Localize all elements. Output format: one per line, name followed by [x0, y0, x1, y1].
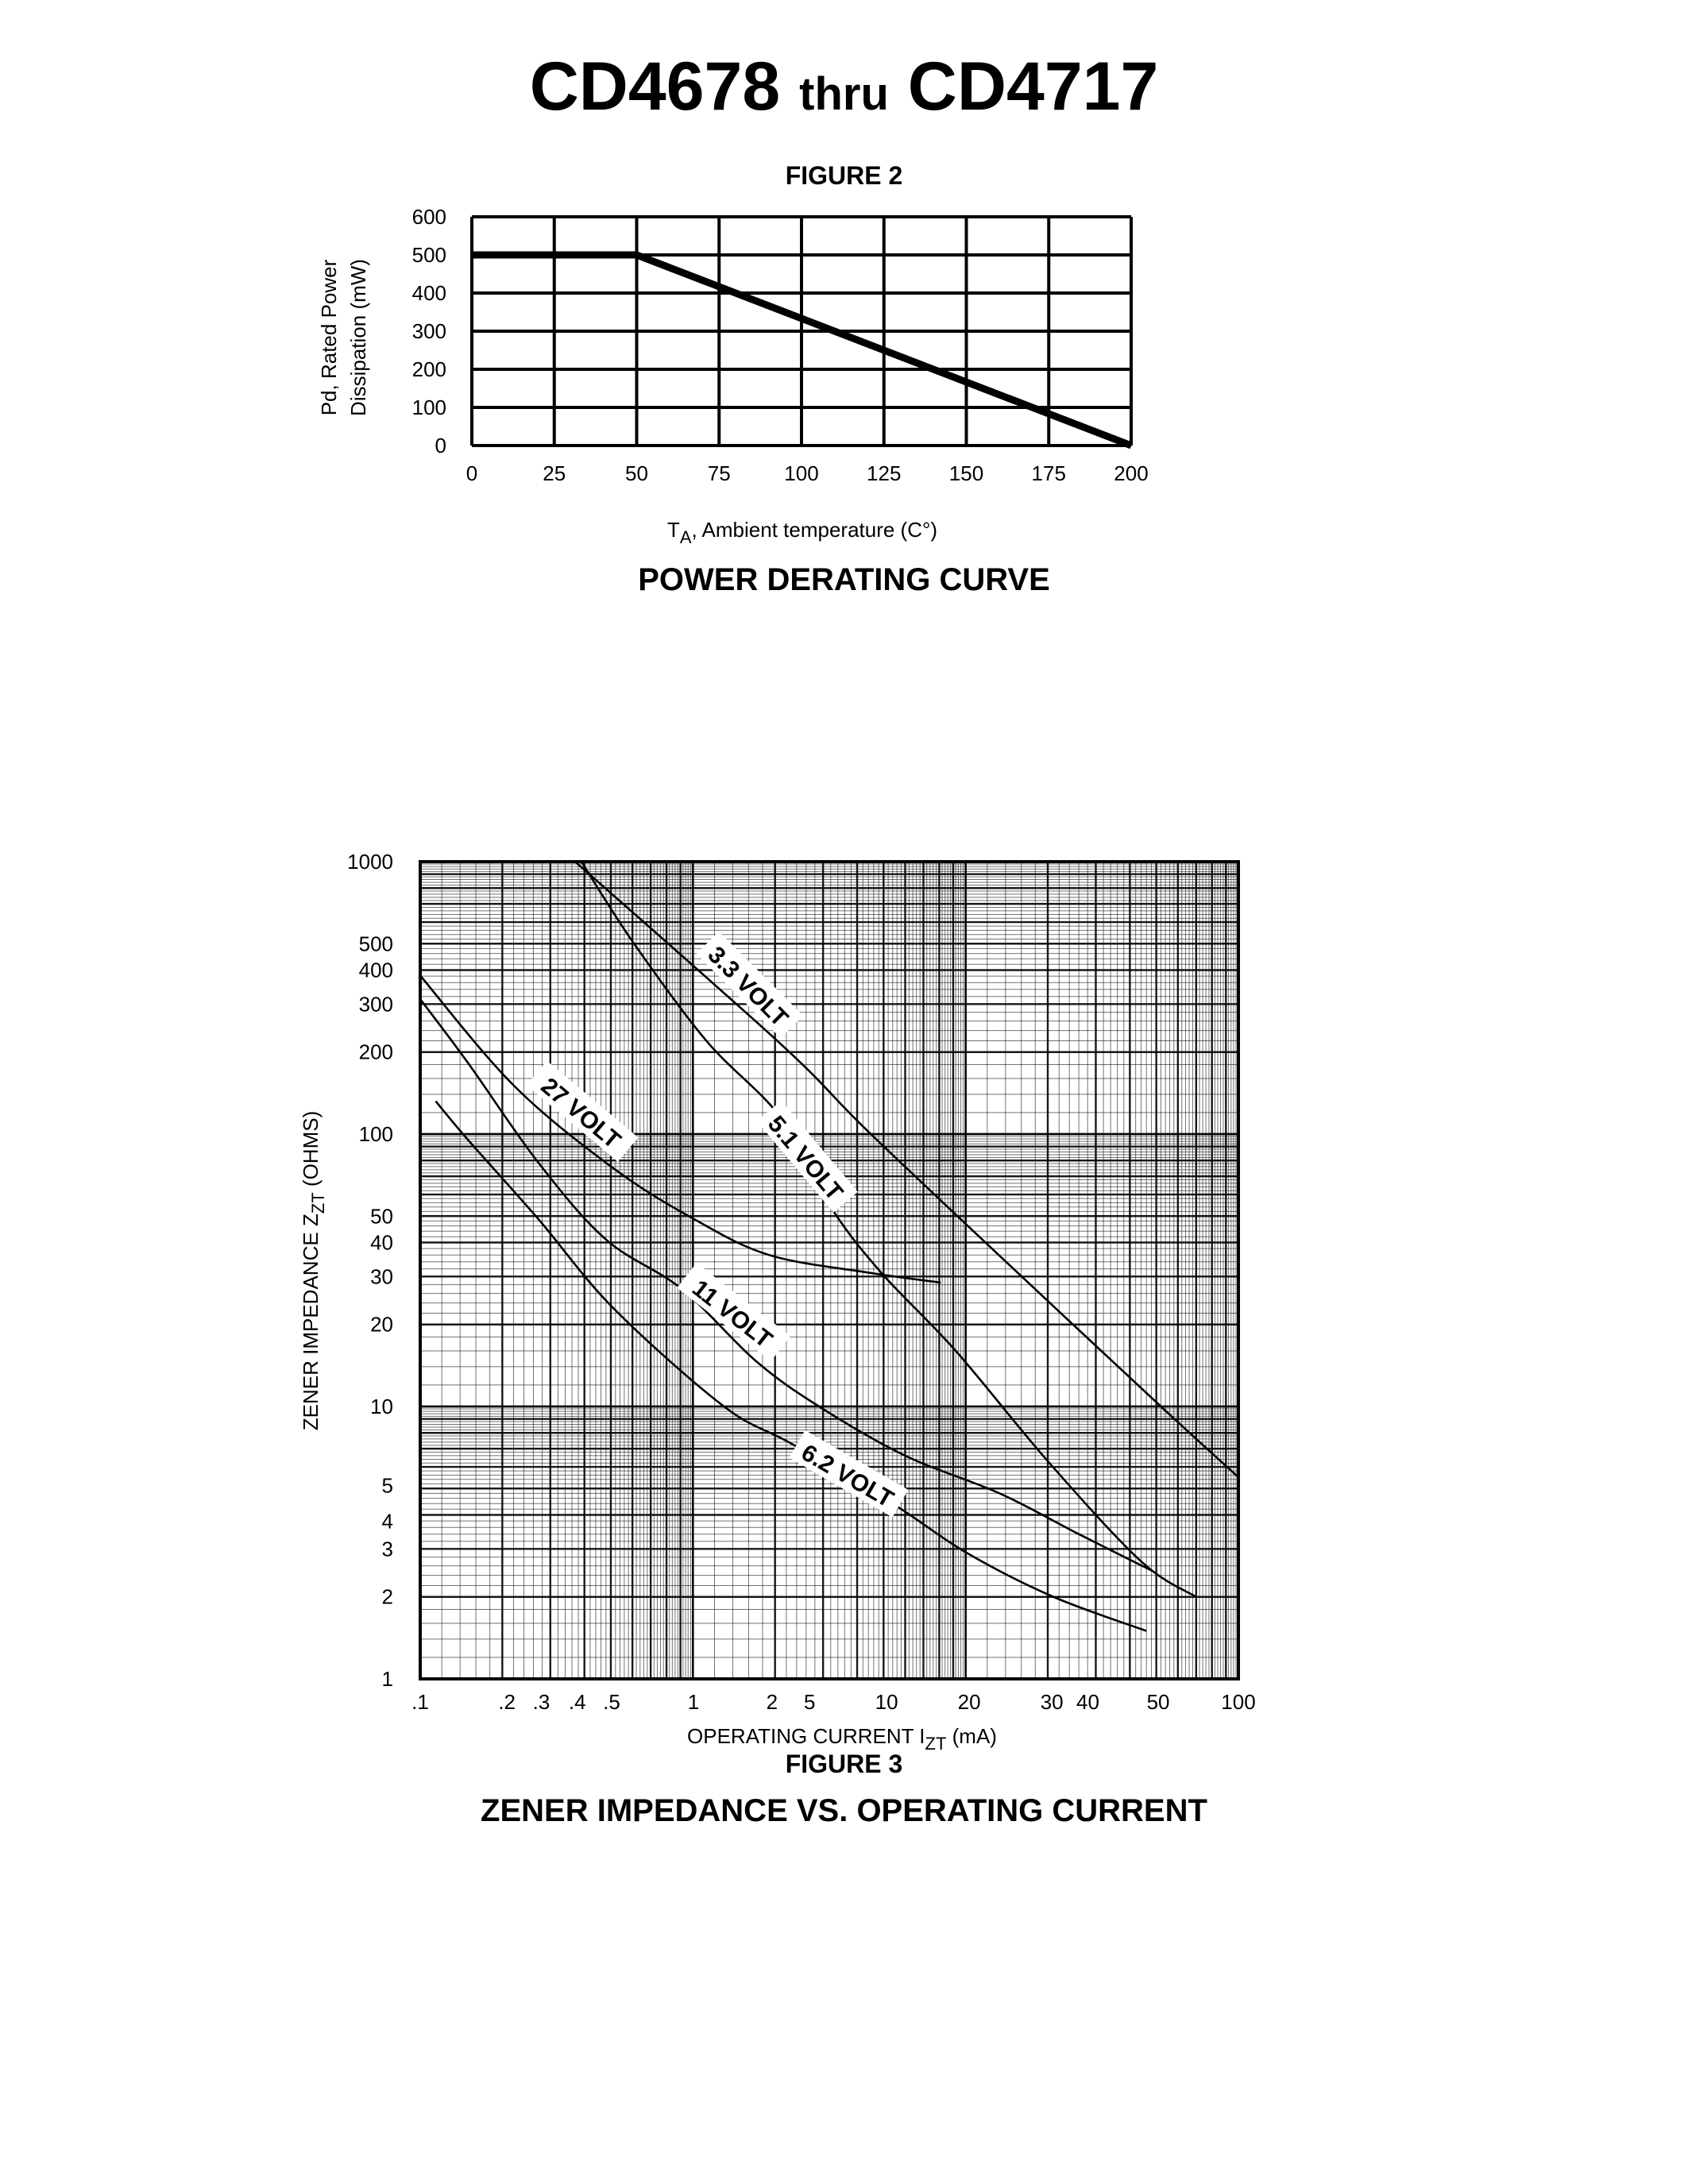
curve-5-1-volt	[580, 861, 1197, 1598]
y-tick-label: 200	[412, 357, 446, 381]
y-tick-label: 20	[370, 1313, 393, 1337]
part-start: CD4678	[529, 48, 781, 125]
curve-label-group: 5.1 VOLT	[756, 1100, 858, 1213]
x-tick-label: 25	[543, 461, 566, 485]
y-tick-label: 2	[382, 1585, 393, 1609]
y-tick-label: 300	[412, 319, 446, 343]
curve-label: 27 VOLT	[536, 1073, 626, 1154]
y-axis-title-line2: Dissipation (mW)	[346, 259, 370, 416]
y-tick-label: 500	[412, 243, 446, 267]
x-tick-label: .5	[603, 1690, 620, 1714]
part-end: CD4717	[907, 48, 1159, 125]
curve-label: 11 VOLT	[687, 1275, 777, 1353]
figure-2-title: POWER DERATING CURVE	[638, 562, 1050, 597]
x-tick-label: 40	[1076, 1690, 1099, 1714]
x-tick-label: 1	[688, 1690, 699, 1714]
y-tick-label: 100	[359, 1122, 393, 1146]
curve-3-3-volt	[574, 861, 1239, 1479]
curve-label-background	[696, 931, 804, 1039]
y-tick-label: 500	[359, 932, 393, 955]
y-tick-label: 200	[359, 1040, 393, 1064]
x-tick-label: 75	[708, 461, 731, 485]
y-tick-label: 400	[359, 958, 393, 982]
document-title: CD4678 thru CD4717	[0, 48, 1688, 126]
curve-label-background	[789, 1430, 909, 1518]
curve-label-background	[677, 1263, 791, 1361]
y-tick-label: 0	[435, 434, 446, 457]
thru-word: thru	[799, 68, 889, 120]
figure-2-label: FIGURE 2	[785, 161, 903, 190]
y-axis-title-line1: Pd, Rated Power	[317, 259, 341, 415]
curve-label-background	[756, 1100, 858, 1213]
x-tick-label: .1	[411, 1690, 429, 1714]
y-tick-label: 400	[412, 281, 446, 305]
power-derating-chart: 0 25 50 75 100 125 150 175 200 0 100 200 300 400 500 60…	[317, 205, 1149, 547]
x-tick-label: .4	[569, 1690, 586, 1714]
tick-labels: 0 25 50 75 100 125 150 175 200 0 100 200 300 400 500 60…	[412, 205, 1149, 485]
y-tick-label: 100	[412, 396, 446, 419]
x-tick-label: 50	[625, 461, 648, 485]
curve-label-background	[526, 1060, 639, 1162]
y-axis-title: ZENER IMPEDANCE ZZT (OHMS)	[299, 1111, 328, 1430]
curve-11-volt	[419, 998, 1153, 1572]
y-tick-label: 300	[359, 992, 393, 1016]
x-tick-label: 50	[1147, 1690, 1170, 1714]
y-tick-label: 5	[382, 1473, 393, 1497]
x-axis-title: OPERATING CURRENT IZT (mA)	[687, 1724, 997, 1754]
y-tick-label: 600	[412, 205, 446, 229]
y-tick-label: 10	[370, 1395, 393, 1418]
y-tick-label: 50	[370, 1204, 393, 1228]
y-tick-label: 40	[370, 1230, 393, 1254]
y-tick-label: 30	[370, 1264, 393, 1288]
y-tick-label: 4	[382, 1509, 393, 1533]
x-tick-label: 20	[958, 1690, 981, 1714]
x-tick-label: 100	[784, 461, 818, 485]
x-tick-label: .3	[533, 1690, 550, 1714]
curve-label-group: 11 VOLT	[677, 1263, 791, 1361]
curve-27-volt	[419, 974, 941, 1284]
figure-3-title: ZENER IMPEDANCE VS. OPERATING CURRENT	[481, 1793, 1207, 1828]
x-tick-label: 30	[1041, 1690, 1064, 1714]
x-tick-label: 5	[804, 1690, 815, 1714]
x-axis-title: TA, Ambient temperature (C°)	[667, 518, 937, 547]
x-tick-label: 2	[767, 1690, 778, 1714]
x-tick-label: 10	[875, 1690, 898, 1714]
curve-label-group: 6.2 VOLT	[789, 1430, 909, 1518]
x-tick-label: 100	[1221, 1690, 1255, 1714]
figure-3-label: FIGURE 3	[785, 1750, 903, 1778]
x-tick-label: 0	[466, 461, 477, 485]
x-tick-label: 200	[1114, 461, 1148, 485]
y-tick-label: 1000	[347, 850, 393, 874]
x-tick-label: 175	[1032, 461, 1066, 485]
y-tick-label: 3	[382, 1537, 393, 1561]
curve-6-2-volt	[435, 1100, 1147, 1632]
x-tick-label: .2	[498, 1690, 516, 1714]
grid	[419, 860, 1240, 1680]
plot-frame	[419, 860, 1240, 1680]
x-tick-label: 125	[867, 461, 901, 485]
tick-labels: .1.2.3.4.5 1 2 5 10 20 30 40 50 10012345102030405…	[347, 850, 1256, 1714]
derating-line	[472, 251, 1133, 450]
y-tick-label: 1	[382, 1667, 393, 1691]
curve-label-group: 3.3 VOLT	[696, 931, 804, 1039]
x-tick-label: 150	[949, 461, 983, 485]
